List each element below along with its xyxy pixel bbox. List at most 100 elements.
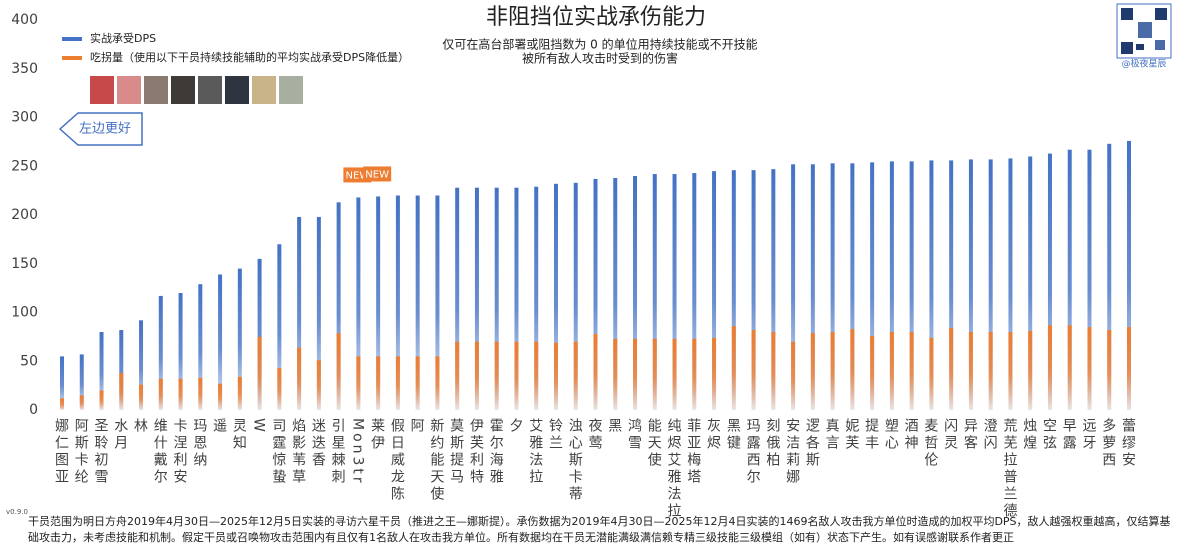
bar [1047, 153, 1052, 410]
bar [376, 196, 381, 410]
annotation: NEW [365, 169, 389, 180]
bar [830, 163, 835, 410]
bar [949, 328, 954, 410]
x-tick-label: 蕾缪安 [1120, 418, 1136, 469]
bar [60, 398, 64, 410]
x-tick-label: 早露 [1060, 418, 1077, 452]
x-tick-label: 焰影苇草 [290, 418, 307, 486]
x-tick-label: 烛煌 [1021, 418, 1038, 452]
bar [395, 356, 400, 410]
x-tick-label: 引星棘刺 [329, 418, 346, 486]
bar [99, 390, 104, 410]
x-tick-label: 卡涅利安 [171, 418, 188, 486]
x-tick-label: 逻各斯 [803, 418, 820, 469]
x-tick-label: 玛露西尔 [744, 418, 761, 486]
bar [435, 356, 440, 410]
bar [336, 202, 341, 410]
x-tick-label: 遥 [211, 418, 228, 435]
bar [751, 330, 756, 410]
bar [870, 162, 875, 410]
bar [455, 187, 460, 410]
legend-label: 实战承受DPS [90, 31, 156, 45]
bar [791, 164, 796, 410]
bar [1067, 325, 1072, 410]
x-tick-label: 水月 [112, 418, 129, 452]
bar [1087, 327, 1092, 410]
bar [731, 170, 736, 410]
x-tick-label: Mon3tr [349, 418, 366, 486]
bar [415, 195, 420, 410]
bar [455, 341, 460, 410]
x-tick-label: 空弦 [1040, 418, 1057, 452]
bar [751, 170, 756, 410]
bar [909, 332, 914, 410]
bar [139, 320, 144, 410]
bar [949, 160, 954, 410]
x-tick-label: 霍尔海雅 [487, 418, 504, 486]
x-tick-label: 纯烬艾雅法拉 [665, 418, 682, 520]
bar [791, 341, 796, 410]
bar [297, 216, 302, 410]
footnote: 干员范围为明日方舟2019年4月30日—2025年12月5日实装的寻访六星干员（… [28, 515, 1171, 544]
x-tick-label: 假日威龙陈 [388, 418, 405, 503]
bar [257, 336, 262, 410]
bar [810, 164, 815, 410]
bar [474, 187, 479, 410]
bar [494, 187, 499, 410]
bar [198, 284, 203, 410]
bar [850, 163, 855, 410]
bar [178, 293, 183, 410]
bar [712, 337, 717, 410]
version: v0.9.0 [6, 508, 28, 516]
bar [79, 395, 84, 410]
bar [712, 171, 717, 410]
bar [119, 330, 124, 410]
bar [731, 326, 736, 410]
x-tick-label: 麦哲伦 [922, 418, 939, 469]
bar [198, 377, 203, 410]
bar [889, 332, 894, 410]
bar [633, 338, 638, 410]
x-tick-label: 圣聆初雪 [92, 418, 109, 486]
x-tick-label: 灵知 [230, 418, 247, 452]
bar [257, 258, 262, 410]
bar [692, 173, 697, 410]
legend-label: 吃拐量（使用以下干员持续技能辅助的平均实战承受DPS降低量） [90, 50, 409, 64]
bar [277, 368, 282, 410]
x-tick-label: 安洁莉娜 [784, 418, 801, 486]
y-tick-label: 100 [11, 305, 38, 321]
bar [1047, 325, 1052, 410]
bar [297, 347, 302, 410]
bar [889, 161, 894, 410]
x-tick-label: 维什戴尔 [151, 418, 168, 486]
bar [771, 169, 776, 410]
subtitle: 被所有敌人攻击时受到的伤害 [522, 51, 678, 66]
bar [79, 354, 84, 410]
bar [119, 372, 124, 410]
x-tick-label: 艾雅法拉 [527, 418, 544, 486]
annotation-box [363, 166, 392, 182]
bar [593, 178, 598, 410]
bar [316, 360, 321, 410]
x-tick-label: 阿斯卡纶 [72, 418, 89, 486]
y-tick-label: 350 [11, 61, 38, 77]
bar [692, 338, 697, 410]
bar [929, 337, 934, 410]
x-tick-label: 黑 [606, 418, 623, 435]
x-tick-label: 刻俄柏 [764, 418, 781, 469]
bar [593, 333, 598, 410]
x-tick-label: 司霆惊蛰 [270, 418, 287, 486]
bar [909, 161, 914, 410]
x-tick-label: 塑心 [882, 418, 899, 452]
bar [534, 341, 539, 410]
x-tick-label: 夜莺 [586, 418, 603, 452]
bar [573, 182, 578, 410]
x-tick-label: 迷迭香 [309, 418, 326, 469]
bar [514, 187, 519, 410]
bar [376, 356, 381, 410]
x-tick-label: 伊芙利特 [467, 418, 484, 486]
x-tick-label: 莫斯提马 [448, 418, 465, 486]
bar [988, 159, 993, 410]
x-tick-label: 灰烬 [705, 418, 722, 452]
